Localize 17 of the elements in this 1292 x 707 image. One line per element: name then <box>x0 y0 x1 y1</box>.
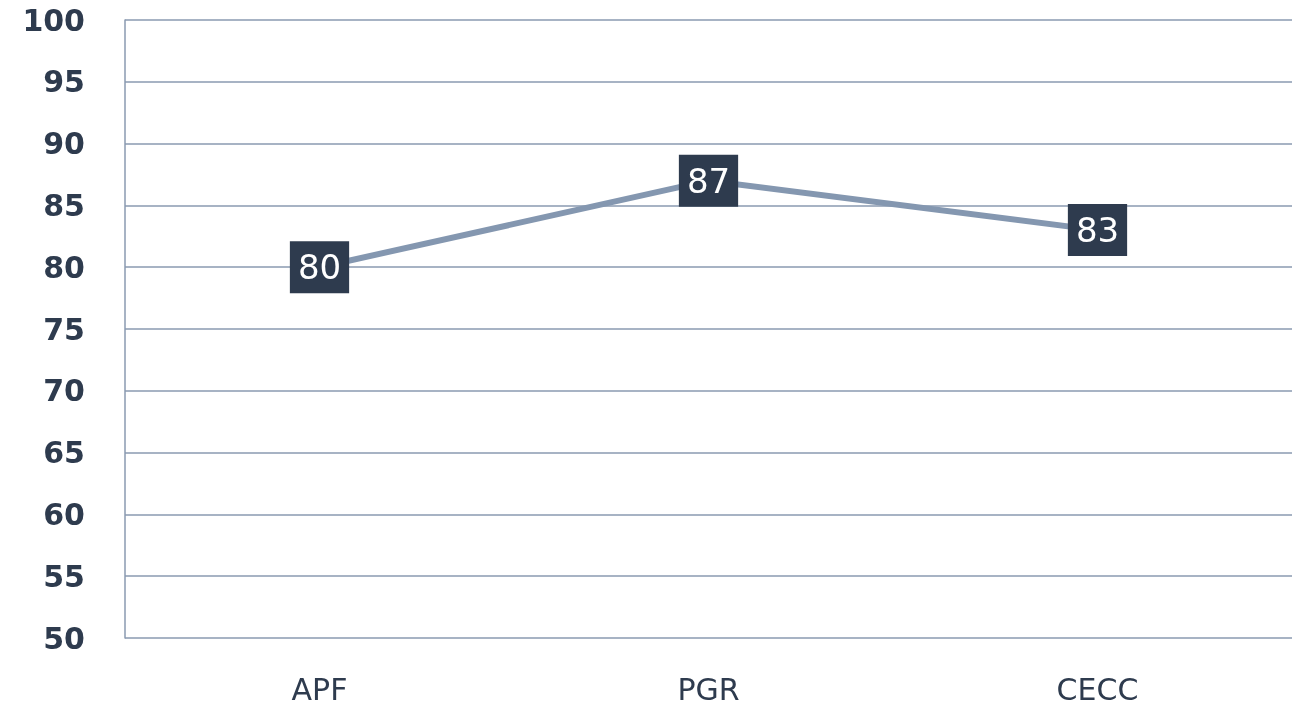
y-tick-label: 65 <box>43 435 85 471</box>
y-tick-label: 85 <box>43 187 85 223</box>
y-tick-label: 60 <box>43 496 85 532</box>
y-tick-label: 70 <box>43 373 85 409</box>
data-label: 87 <box>686 160 731 201</box>
y-tick-label: 80 <box>43 249 85 285</box>
data-label: 80 <box>297 247 342 288</box>
y-tick-label: 50 <box>43 620 85 656</box>
y-tick-label: 75 <box>43 311 85 347</box>
y-tick-label: 95 <box>43 64 85 100</box>
y-tick-label: 55 <box>43 558 85 594</box>
data-label: 83 <box>1075 210 1120 251</box>
x-tick-label: APF <box>291 671 348 707</box>
y-tick-label: 100 <box>22 2 85 38</box>
y-tick-label: 90 <box>43 126 85 162</box>
x-tick-label: CECC <box>1056 671 1139 707</box>
x-tick-label: PGR <box>677 671 740 707</box>
